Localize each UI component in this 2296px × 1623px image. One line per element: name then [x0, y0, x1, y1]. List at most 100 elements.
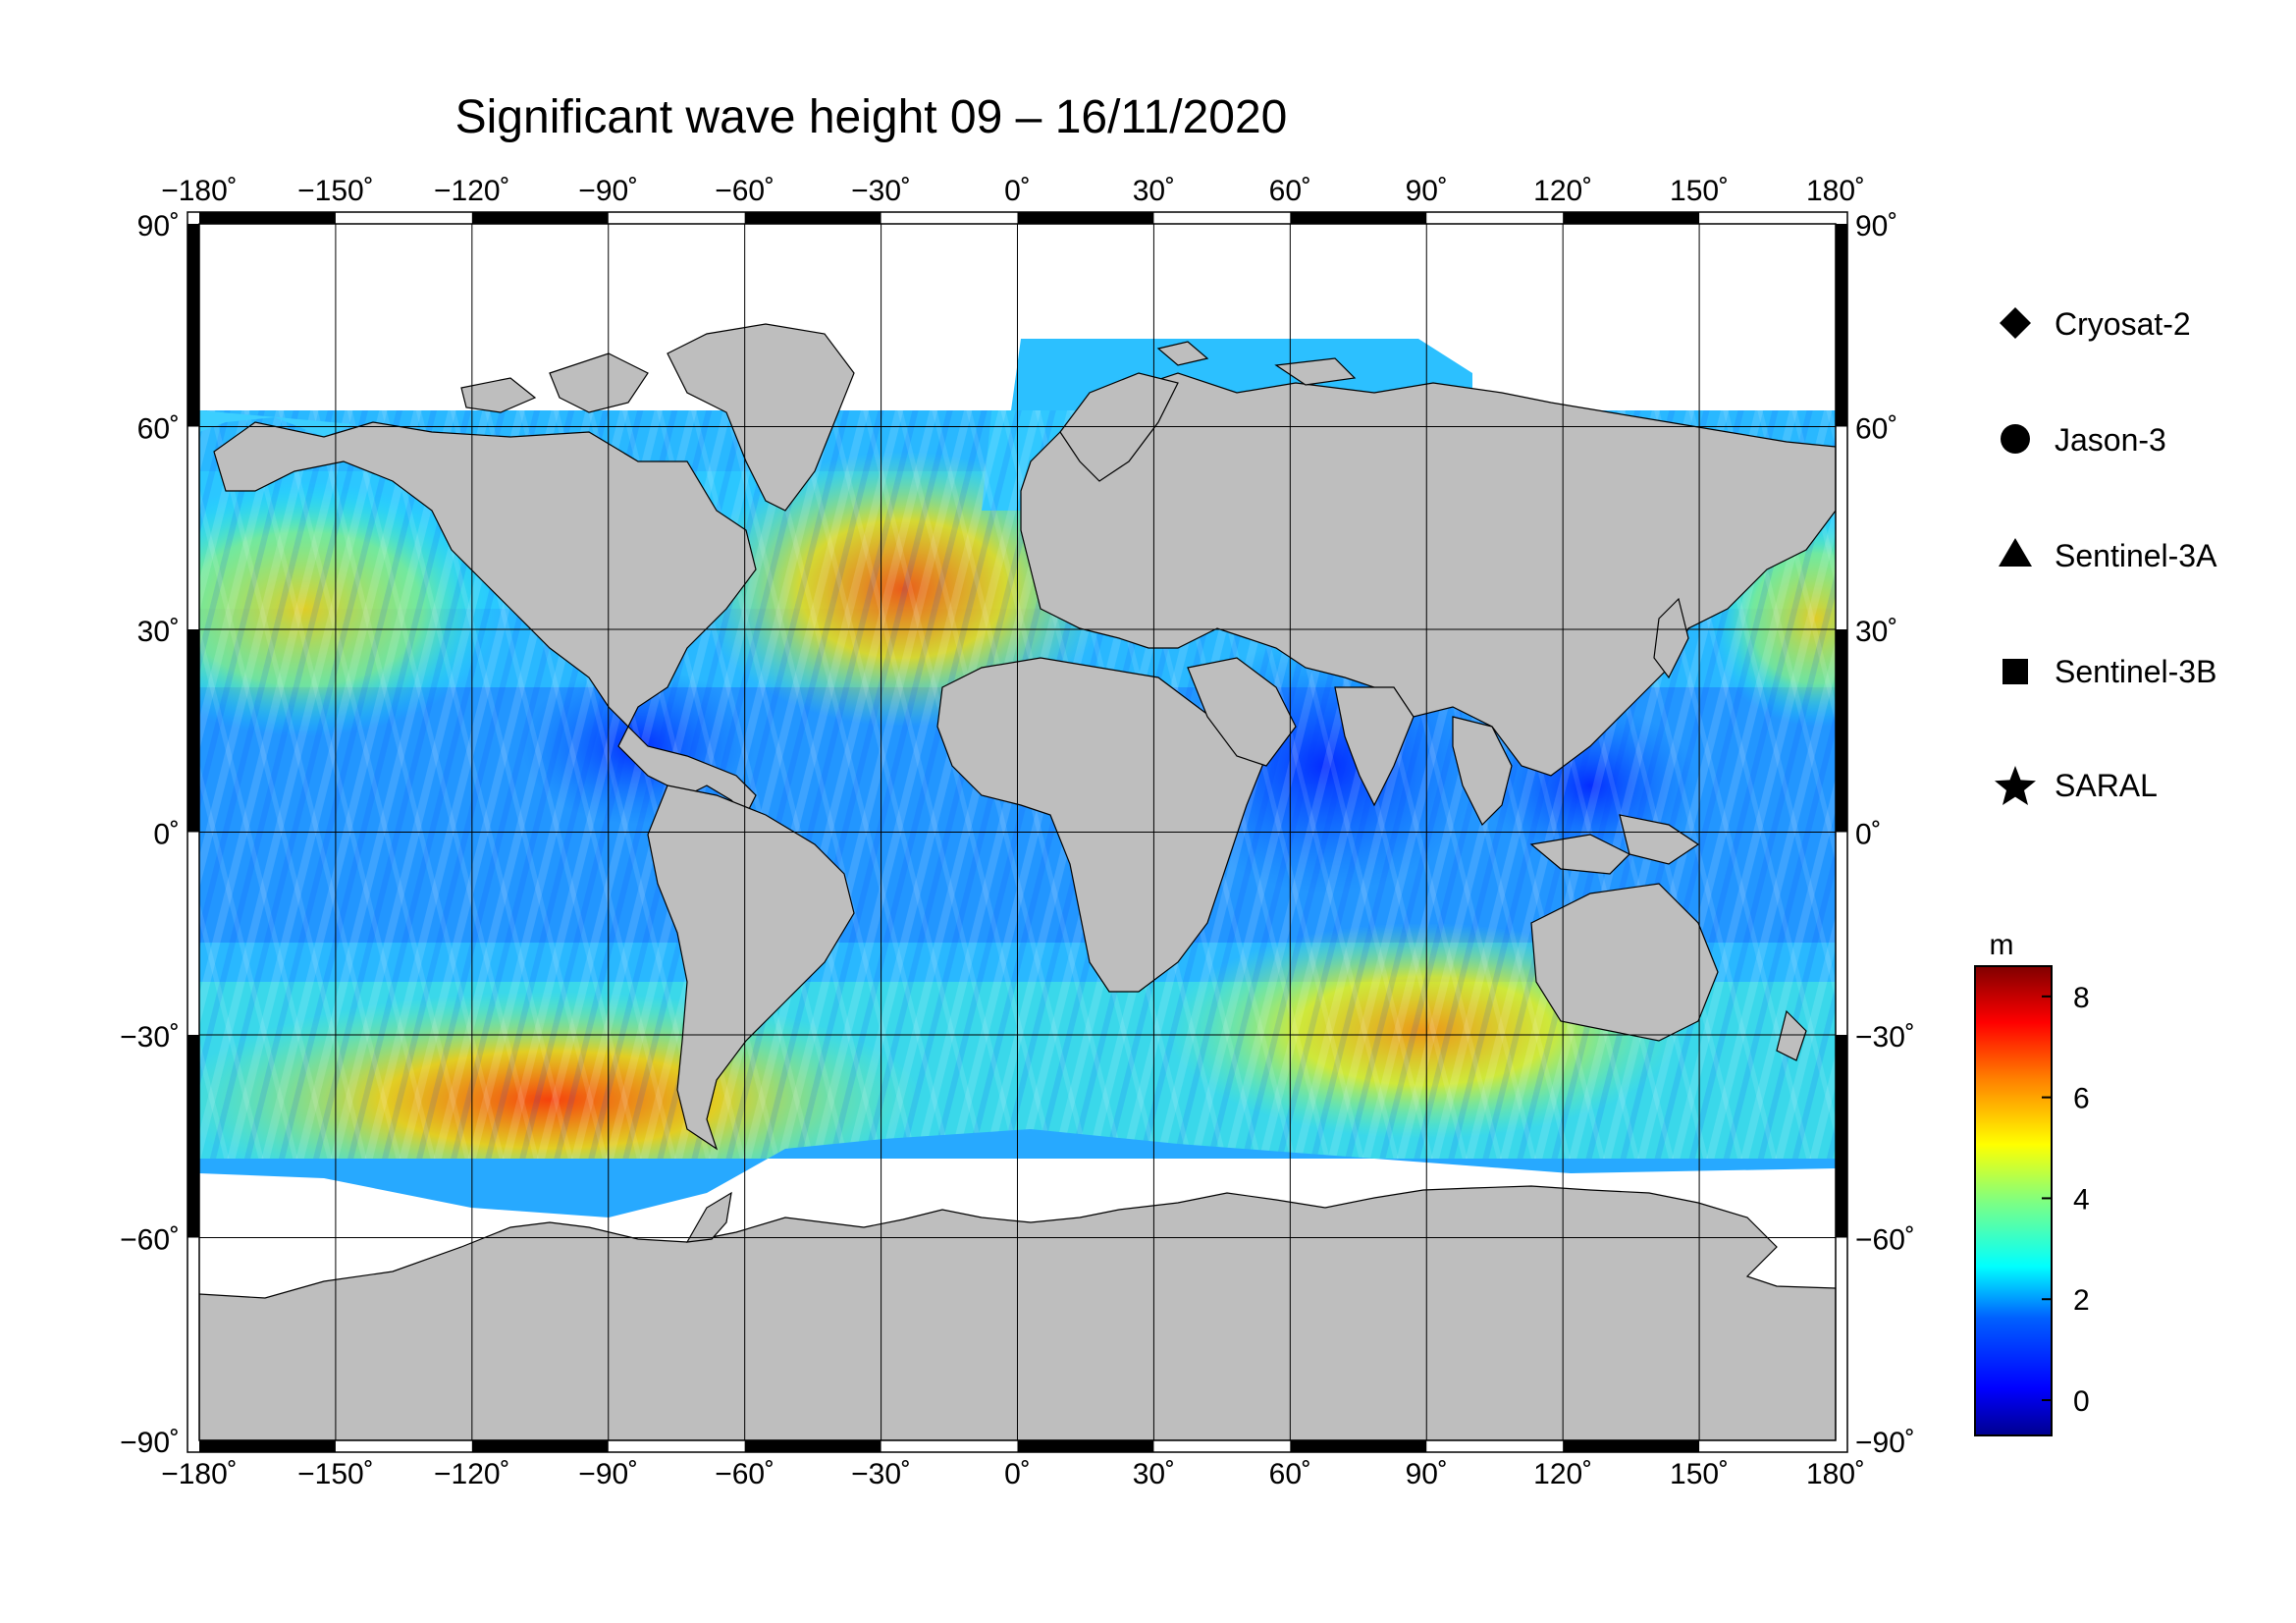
legend-item-sentinel-3b: Sentinel-3B	[2002, 654, 2216, 689]
border-segment	[1290, 212, 1427, 224]
lon-ticks-top: −180˚ −150˚ −120˚ −90˚ −60˚ −30˚ 0˚ 30˚ 60˚ 90˚ 12…	[161, 175, 1865, 207]
lon-ticks-bottom: −180˚ −150˚ −120˚ −90˚ −60˚ −30˚ 0˚ 30˚ 60˚ 90˚ 12…	[161, 1458, 1865, 1490]
lon-tick-label: −180˚	[161, 1458, 238, 1490]
lat-tick-label: −60˚	[1855, 1224, 1915, 1257]
lon-tick-label: −90˚	[578, 1458, 638, 1490]
lon-tick-label: −150˚	[297, 1458, 374, 1490]
border-segment	[199, 212, 336, 224]
colorbar-gradient	[1974, 965, 2053, 1436]
border-segment	[744, 1440, 881, 1452]
legend-label: SARAL	[2055, 768, 2158, 803]
colorbar: m 0 2 4 6 8	[1974, 929, 2090, 1436]
lon-tick-label: 150˚	[1670, 175, 1729, 207]
lon-tick-label: −60˚	[715, 175, 774, 207]
colorbar-tick-label: 0	[2073, 1385, 2090, 1418]
lon-tick-label: 30˚	[1133, 175, 1175, 207]
colorbar-unit: m	[1990, 929, 2014, 961]
border-segment	[199, 1440, 336, 1452]
legend-label: Jason-3	[2055, 422, 2166, 458]
lat-ticks-left: −90˚ −60˚ −30˚ 0˚ 30˚ 60˚ 90˚	[120, 210, 180, 1459]
lon-tick-label: −120˚	[434, 175, 510, 207]
colorbar-tick-label: 8	[2073, 982, 2090, 1014]
japan	[1653, 597, 1689, 679]
legend-item-sentinel-3a: Sentinel-3A	[1999, 538, 2217, 573]
lon-tick-label: 0˚	[1004, 175, 1031, 207]
legend-item-cryosat: Cryosat-2	[2000, 306, 2191, 342]
border-segment	[1563, 1440, 1700, 1452]
lon-tick-label: 60˚	[1269, 1458, 1311, 1490]
chart-title: Significant wave height 09 – 16/11/2020	[454, 91, 1288, 143]
lat-tick-label: 60˚	[1855, 413, 1897, 446]
lat-tick-label: 60˚	[137, 413, 180, 446]
southeast-asia	[1452, 716, 1513, 827]
lat-tick-label: −60˚	[120, 1224, 180, 1257]
lon-tick-label: −120˚	[434, 1458, 510, 1490]
lon-tick-label: 150˚	[1670, 1458, 1729, 1490]
lon-tick-label: −60˚	[715, 1458, 774, 1490]
greenland	[667, 323, 855, 512]
circle-icon	[2001, 424, 2030, 454]
border-segment	[1017, 1440, 1154, 1452]
lon-tick-label: 120˚	[1533, 1458, 1592, 1490]
lon-tick-label: 120˚	[1533, 175, 1592, 207]
lat-tick-label: −30˚	[1855, 1021, 1915, 1054]
border-segment	[187, 1035, 199, 1238]
border-segment	[187, 629, 199, 833]
star-icon	[1995, 766, 2036, 805]
legend-item-jason: Jason-3	[2001, 422, 2166, 458]
lat-tick-label: 90˚	[137, 210, 180, 243]
border-segment	[744, 212, 881, 224]
lon-tick-label: −90˚	[578, 175, 638, 207]
africa	[936, 657, 1267, 993]
south-america	[647, 784, 855, 1151]
border-segment	[1836, 224, 1847, 427]
india	[1334, 686, 1415, 807]
lon-tick-label: 180˚	[1806, 175, 1865, 207]
border-segment	[1836, 1035, 1847, 1238]
lon-tick-label: 90˚	[1406, 175, 1448, 207]
colorbar-ticks: 0 2 4 6 8	[2042, 982, 2090, 1418]
lon-tick-label: 0˚	[1004, 1458, 1031, 1490]
lon-tick-label: −150˚	[297, 175, 374, 207]
satellite-legend: Cryosat-2 Jason-3 Sentinel-3A Sentinel-3…	[1995, 306, 2217, 805]
colorbar-tick-label: 6	[2073, 1083, 2090, 1115]
lon-tick-label: 60˚	[1269, 175, 1311, 207]
lon-tick-label: −30˚	[851, 175, 911, 207]
lon-tick-label: 180˚	[1806, 1458, 1865, 1490]
lon-tick-label: 30˚	[1133, 1458, 1175, 1490]
border-segment	[187, 224, 199, 427]
colorbar-tick-label: 4	[2073, 1183, 2090, 1216]
arabia	[1187, 657, 1297, 767]
map-frame	[187, 211, 1848, 1453]
lat-tick-label: 0˚	[153, 819, 180, 851]
legend-label: Sentinel-3B	[2055, 654, 2216, 689]
australia	[1530, 883, 1719, 1042]
lon-tick-label: −30˚	[851, 1458, 911, 1490]
lon-tick-label: −180˚	[161, 175, 238, 207]
new-zealand	[1776, 1009, 1807, 1061]
lat-tick-label: 30˚	[1855, 616, 1897, 648]
border-segment	[1836, 629, 1847, 833]
border-segment	[1290, 1440, 1427, 1452]
legend-item-saral: SARAL	[1995, 766, 2158, 805]
border-segment	[471, 212, 609, 224]
lat-ticks-right: −90˚ −60˚ −30˚ 0˚ 30˚ 60˚ 90˚	[1855, 210, 1915, 1459]
lat-tick-label: −30˚	[120, 1021, 180, 1054]
border-segment	[1563, 212, 1700, 224]
border-segment	[471, 1440, 609, 1452]
square-icon	[2002, 659, 2028, 684]
lat-tick-label: −90˚	[1855, 1427, 1915, 1459]
triangle-icon	[1999, 538, 2032, 567]
legend-label: Sentinel-3A	[2055, 538, 2217, 573]
colorbar-tick-label: 2	[2073, 1284, 2090, 1317]
lat-tick-label: 30˚	[137, 616, 180, 648]
lon-tick-label: 90˚	[1406, 1458, 1448, 1490]
border-segment	[1017, 212, 1154, 224]
lat-tick-label: 0˚	[1855, 819, 1882, 851]
lat-tick-label: −90˚	[120, 1427, 180, 1459]
lat-tick-label: 90˚	[1855, 210, 1897, 243]
north-america	[213, 421, 757, 817]
legend-label: Cryosat-2	[2055, 306, 2191, 342]
diamond-icon	[2000, 307, 2031, 339]
